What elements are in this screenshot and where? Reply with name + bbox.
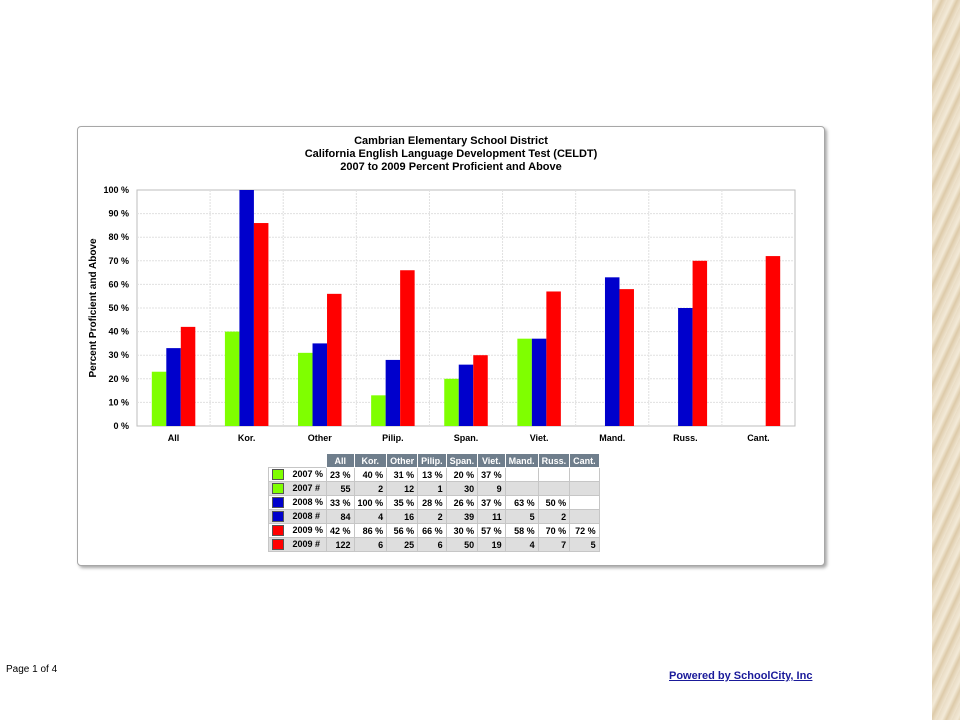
table-cell xyxy=(569,481,600,496)
table-cell: 9 xyxy=(477,481,506,496)
table-column-header: Span. xyxy=(445,453,479,468)
table-cell: 30 xyxy=(445,481,479,496)
table-cell: 11 xyxy=(477,509,506,524)
table-column-header: Kor. xyxy=(353,453,388,468)
table-cell: 6 xyxy=(353,537,388,552)
table-row: 2008 #84 4 16 2 39 11 5 2 xyxy=(267,509,600,524)
table-cell: 33 % xyxy=(326,495,355,510)
row-label-text: 2007 % xyxy=(290,468,324,479)
table-row-label: 2008 % xyxy=(267,495,328,510)
page-number: Page 1 of 4 xyxy=(6,664,58,675)
table-cell: 25 xyxy=(386,537,419,552)
table-cell xyxy=(569,509,600,524)
legend-swatch xyxy=(272,497,284,509)
legend-swatch xyxy=(272,483,284,495)
table-cell: 20 % xyxy=(445,467,479,482)
table-cell: 84 xyxy=(326,509,355,524)
legend-swatch xyxy=(272,511,284,523)
table-cell: 2 xyxy=(537,509,571,524)
table-column-header: Cant. xyxy=(569,453,600,468)
table-cell: 26 % xyxy=(445,495,479,510)
table-cell: 2 xyxy=(353,481,388,496)
table-cell: 5 xyxy=(504,509,539,524)
table-cell: 5 xyxy=(569,537,600,552)
table-cell: 50 xyxy=(445,537,479,552)
table-cell: 39 xyxy=(445,509,479,524)
table-row: 2007 % 23 % 40 % 31 % 13 % 20 % 37 % xyxy=(267,467,600,482)
decorative-wood-strip xyxy=(932,0,960,720)
table-cell: 2 xyxy=(417,509,447,524)
table-cell: 28 % xyxy=(417,495,447,510)
legend-swatch xyxy=(272,525,284,537)
table-cell: 63 % xyxy=(504,495,539,510)
table-cell: 1 xyxy=(417,481,447,496)
table-cell: 42 % xyxy=(326,523,355,538)
table-cell xyxy=(569,467,600,482)
table-cell: 13 % xyxy=(417,467,447,482)
table-cell: 6 xyxy=(417,537,447,552)
row-label-text: 2007 # xyxy=(290,482,321,493)
table-row: 2009 #122 6 25 6 50 19 4 7 5 xyxy=(267,537,600,552)
table-row-label: 2009 # xyxy=(267,537,328,552)
table-cell: 70 % xyxy=(537,523,571,538)
legend-swatch xyxy=(272,469,284,481)
table-cell: 12 xyxy=(386,481,419,496)
table-cell: 31 % xyxy=(386,467,419,482)
table-cell xyxy=(504,467,539,482)
legend-swatch xyxy=(272,539,284,551)
table-cell: 57 % xyxy=(477,523,506,538)
table-cell: 50 % xyxy=(537,495,571,510)
table-cell: 37 % xyxy=(477,467,506,482)
table-cell: 66 % xyxy=(417,523,447,538)
table-cell: 4 xyxy=(504,537,539,552)
table-cell xyxy=(537,467,571,482)
table-column-header: Russ. xyxy=(537,453,571,468)
chart-title-line-3: 2007 to 2009 Percent Proficient and Abov… xyxy=(340,161,562,173)
data-table: All Kor. Other Pilip. Span. Viet. Mand. Russ. Ca… xyxy=(267,453,600,552)
table-cell xyxy=(504,481,539,496)
table-row-label: 2007 # xyxy=(267,481,328,496)
table-column-header: All xyxy=(326,453,355,468)
chart-title-line-1: Cambrian Elementary School District xyxy=(354,135,548,147)
row-label-text: 2008 # xyxy=(290,510,321,521)
table-corner xyxy=(269,454,327,468)
table-column-header: Pilip. xyxy=(417,453,447,468)
table-column-header: Mand. xyxy=(504,453,539,468)
table-cell: 56 % xyxy=(386,523,419,538)
chart-title-line-2: California English Language Development … xyxy=(304,148,598,160)
table-cell: 37 % xyxy=(477,495,506,510)
table-cell: 58 % xyxy=(504,523,539,538)
row-label-text: 2009 % xyxy=(290,524,324,535)
table-cell: 4 xyxy=(353,509,388,524)
table-column-header: Viet. xyxy=(477,453,506,468)
table-cell: 72 % xyxy=(569,523,600,538)
table-cell: 30 % xyxy=(445,523,479,538)
table-cell: 19 xyxy=(477,537,506,552)
table-row: 2009 % 42 % 86 % 56 % 66 % 30 % 57 % 58 % 70 % 72… xyxy=(267,523,600,538)
table-row: 2007 # 55 2 12 1 30 9 xyxy=(267,481,600,496)
table-cell: 7 xyxy=(537,537,571,552)
table-cell: 100 % xyxy=(353,495,388,510)
table-cell xyxy=(537,481,571,496)
table-row-label: 2009 % xyxy=(267,523,328,538)
table-cell: 16 xyxy=(386,509,419,524)
table-cell: 55 xyxy=(326,481,355,496)
table-row: 2008 % 33 % 100 % 35 % 28 % 26 % 37 % 63 % 50 % xyxy=(267,495,600,510)
table-row-label: 2007 % xyxy=(267,467,328,482)
row-label-text: 2009 # xyxy=(290,538,321,549)
table-cell: 86 % xyxy=(353,523,388,538)
powered-by-link[interactable]: Powered by SchoolCity, Inc xyxy=(669,670,813,682)
table-row-label: 2008 # xyxy=(267,509,328,524)
table-cell xyxy=(569,495,600,510)
table-cell: 122 xyxy=(326,537,355,552)
table-cell: 23 % xyxy=(326,467,355,482)
table-cell: 40 % xyxy=(353,467,388,482)
table-column-header: Other xyxy=(386,453,419,468)
table-cell: 35 % xyxy=(386,495,419,510)
row-label-text: 2008 % xyxy=(290,496,324,507)
